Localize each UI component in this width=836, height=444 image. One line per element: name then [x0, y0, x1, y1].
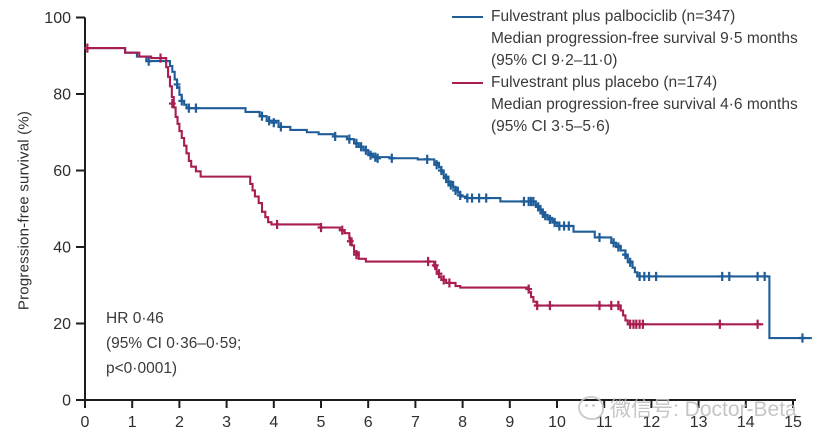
- x-tick-label: 0: [81, 414, 90, 431]
- x-tick-label: 4: [269, 414, 278, 431]
- hazard-ratio-annotation: HR 0·46 (95% CI 0·36–0·59; p<0·0001): [106, 306, 241, 381]
- y-tick-label: 40: [53, 240, 71, 257]
- y-tick-label: 20: [53, 316, 71, 333]
- x-tick-label: 15: [784, 414, 802, 431]
- legend-placebo-median: Median progression-free survival 4·6 mon…: [491, 96, 798, 113]
- y-tick-label: 100: [44, 10, 71, 27]
- legend-item-palbociclib: Fulvestrant plus palbociclib (n=347) Med…: [452, 6, 798, 72]
- x-tick-label: 1: [128, 414, 137, 431]
- hr-pvalue: p<0·0001): [106, 360, 178, 377]
- legend-palbociclib-median: Median progression-free survival 9·5 mon…: [491, 30, 798, 47]
- legend-palbociclib-ci: (95% CI 9·2–11·0): [491, 52, 618, 69]
- placebo-curve: [85, 47, 764, 326]
- y-axis-title: Progression-free survival (%): [15, 110, 33, 311]
- legend: Fulvestrant plus palbociclib (n=347) Med…: [452, 6, 798, 138]
- x-tick-label: 11: [596, 414, 613, 431]
- x-tick-label: 14: [737, 414, 755, 431]
- x-tick-label: 2: [175, 414, 184, 431]
- x-tick-label: 5: [317, 414, 326, 431]
- y-tick-label: 0: [62, 393, 71, 410]
- y-tick-label: 60: [53, 163, 71, 180]
- legend-palbociclib-name: Fulvestrant plus palbociclib (n=347): [491, 8, 736, 25]
- x-tick-label: 3: [222, 414, 231, 431]
- legend-placebo-name: Fulvestrant plus placebo (n=174): [491, 74, 718, 91]
- x-tick-label: 7: [411, 414, 420, 431]
- placebo-line-swatch: [452, 82, 483, 84]
- x-tick-label: 6: [364, 414, 373, 431]
- x-tick-label: 8: [458, 414, 467, 431]
- x-tick-label: 9: [505, 414, 514, 431]
- x-tick-label: 12: [643, 414, 661, 431]
- palbociclib-censor-marks: [145, 56, 806, 343]
- palbociclib-line-swatch: [452, 16, 483, 18]
- y-tick-label: 80: [53, 87, 71, 104]
- hr-ci: (95% CI 0·36–0·59;: [106, 335, 242, 352]
- legend-placebo-ci: (95% CI 3·5–5·6): [491, 118, 610, 135]
- legend-item-placebo: Fulvestrant plus placebo (n=174) Median …: [452, 72, 798, 138]
- x-tick-label: 10: [548, 414, 566, 431]
- placebo-censor-marks: [83, 43, 761, 329]
- x-tick-label: 13: [690, 414, 708, 431]
- hr-value: HR 0·46: [106, 310, 164, 327]
